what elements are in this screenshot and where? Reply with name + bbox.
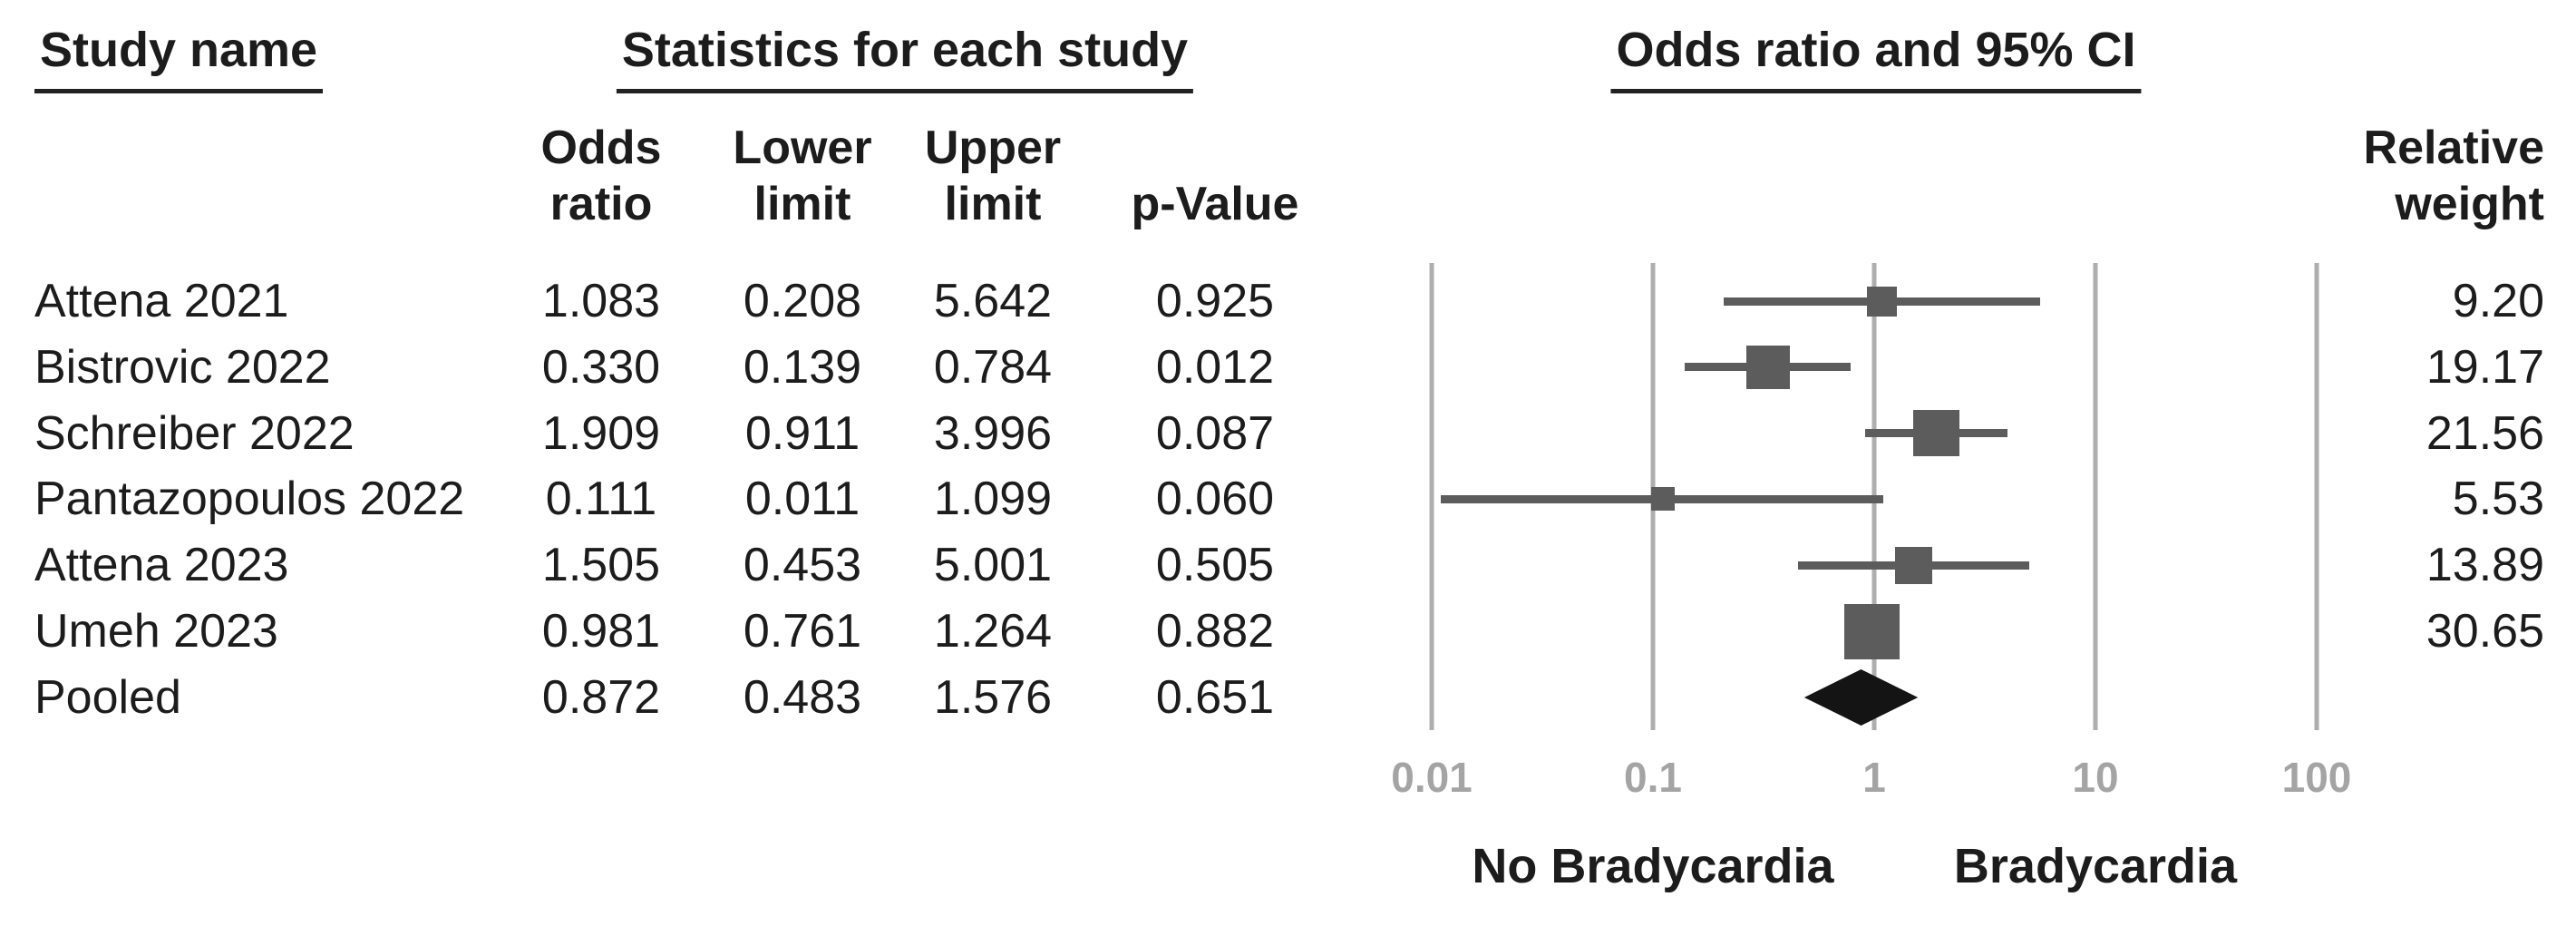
tick-label-1: 1	[1862, 754, 1886, 801]
gridline-10	[2093, 263, 2098, 730]
pooled-diamond	[1803, 668, 1919, 726]
axis-label-no-bradycardia: No Bradycardia	[1472, 839, 1834, 893]
upper-limit-cell: 1.099	[933, 473, 1053, 526]
odds-ratio-cell: 0.981	[541, 605, 661, 658]
effect-square	[1866, 286, 1897, 317]
p-value-column-header: p-Value	[1131, 178, 1299, 230]
gridline-100	[2314, 263, 2319, 730]
relative-weight-column-header: Relative weight	[2364, 120, 2544, 232]
lower-limit-cell: 0.911	[744, 406, 860, 460]
upper-limit-cell: 1.576	[933, 670, 1053, 724]
lower-limit-cell: 0.208	[743, 275, 862, 327]
effect-square	[1894, 546, 1932, 584]
upper-limit-column-header-line2: limit	[944, 178, 1042, 230]
upper-limit-cell: 5.001	[933, 539, 1053, 592]
axis-label-bradycardia: Bradycardia	[1953, 839, 2238, 893]
study-name-cell: Attena 2023	[34, 539, 289, 592]
p-value-cell: 0.882	[1155, 605, 1275, 658]
odds-ratio-column-header-line2: ratio	[549, 178, 653, 230]
tick-label-100: 100	[2281, 754, 2352, 801]
lower-limit-cell: 0.761	[743, 605, 862, 658]
relative-weight-column-header-line1: Relative	[2363, 122, 2544, 174]
relative-weight-cell: 21.56	[2425, 406, 2544, 460]
odds-ratio-cell: 0.330	[541, 340, 661, 394]
lower-limit-cell: 0.483	[743, 670, 862, 724]
lower-limit-column-header: Lower limit	[733, 120, 871, 232]
effect-square	[1745, 345, 1790, 389]
upper-limit-cell: 1.264	[933, 605, 1053, 658]
forest-plot: 0.01 0.1 1 10 100 No Bradycardia Bradycardia	[1391, 263, 2351, 893]
odds-ratio-cell: 0.111	[545, 473, 657, 526]
lower-limit-column-header-line1: Lower	[733, 122, 872, 174]
odds-ratio-cell: 1.083	[541, 275, 661, 327]
study-name-cell: Bistrovic 2022	[34, 340, 331, 394]
odds-ratio-column-header: Odds ratio	[541, 120, 662, 232]
upper-limit-cell: 0.784	[933, 340, 1053, 394]
odds-ratio-ci-header: Odds ratio and 95% CI	[1610, 22, 2142, 93]
tick-label-0.01: 0.01	[1391, 754, 1473, 801]
p-value-cell: 0.087	[1155, 406, 1275, 460]
p-value-cell: 0.505	[1155, 539, 1275, 592]
p-value-cell: 0.925	[1155, 275, 1275, 327]
odds-ratio-cell: 0.872	[541, 670, 661, 724]
statistics-header: Statistics for each study	[616, 22, 1194, 93]
p-value-cell: 0.012	[1155, 340, 1275, 394]
upper-limit-cell: 3.996	[933, 406, 1053, 460]
relative-weight-cell: 13.89	[2425, 539, 2544, 592]
relative-weight-cell: 30.65	[2425, 605, 2544, 658]
study-name-cell: Umeh 2023	[34, 605, 278, 658]
study-name-header: Study name	[34, 22, 324, 93]
lower-limit-cell: 0.011	[744, 473, 860, 526]
p-value-cell: 0.060	[1155, 473, 1275, 526]
study-name-cell: Pooled	[34, 670, 181, 724]
lower-limit-cell: 0.139	[743, 340, 862, 394]
upper-limit-cell: 5.642	[933, 275, 1053, 327]
effect-square	[1651, 487, 1676, 512]
relative-weight-cell: 9.20	[2452, 275, 2544, 327]
effect-square	[1844, 603, 1900, 659]
effect-square	[1913, 410, 1960, 457]
upper-limit-column-header: Upper limit	[925, 120, 1061, 232]
odds-ratio-cell: 1.909	[541, 406, 661, 460]
study-name-cell: Pantazopoulos 2022	[34, 473, 465, 526]
tick-label-10: 10	[2072, 754, 2119, 801]
lower-limit-column-header-line2: limit	[753, 178, 851, 230]
p-value-cell: 0.651	[1155, 670, 1275, 724]
relative-weight-column-header-line2: weight	[2395, 178, 2544, 230]
gridline-0.01	[1429, 263, 1434, 730]
relative-weight-cell: 5.53	[2452, 473, 2544, 526]
odds-ratio-cell: 1.505	[541, 539, 661, 592]
study-name-cell: Attena 2021	[34, 275, 289, 327]
study-name-cell: Schreiber 2022	[34, 406, 355, 460]
upper-limit-column-header-line1: Upper	[924, 122, 1062, 174]
tick-label-0.1: 0.1	[1624, 754, 1682, 801]
relative-weight-cell: 19.17	[2425, 340, 2544, 394]
odds-ratio-column-header-line1: Odds	[540, 122, 662, 174]
lower-limit-cell: 0.453	[743, 539, 862, 592]
